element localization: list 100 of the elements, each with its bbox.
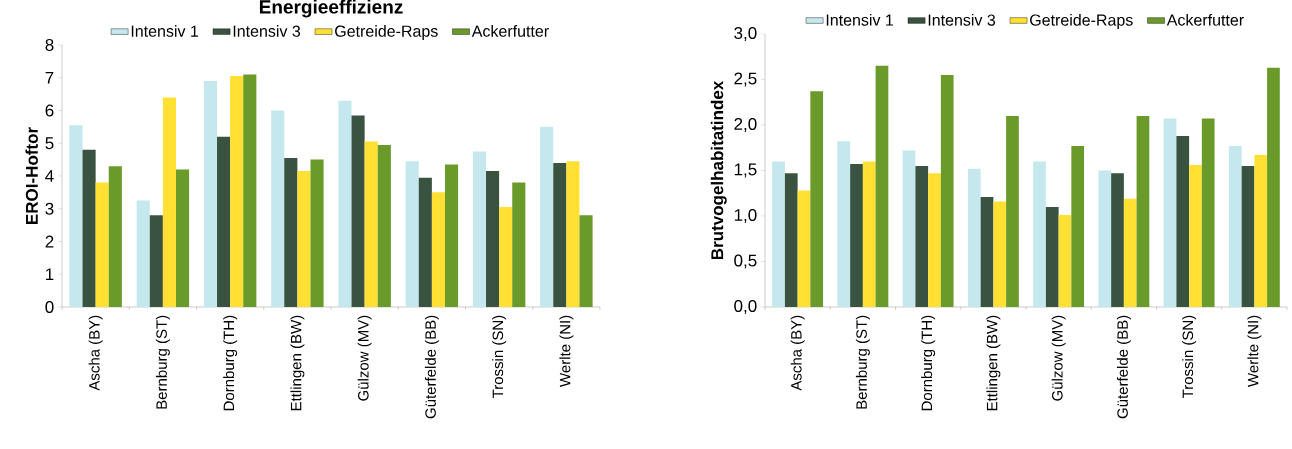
bar: [444, 164, 459, 307]
bar: [82, 149, 96, 307]
y-tick-label: 0: [45, 300, 54, 314]
bar: [1058, 215, 1072, 307]
bar: [1136, 115, 1150, 307]
bar: [1163, 118, 1177, 307]
y-tick-label: 6: [45, 104, 54, 117]
bar: [1045, 206, 1059, 307]
bar: [69, 125, 83, 307]
bar: [1111, 173, 1124, 307]
x-tick-label: Bernburg (ST): [155, 315, 170, 409]
bar: [1189, 165, 1202, 307]
x-tick-label: Güterfelde (BB): [424, 315, 439, 419]
y-tick-label: 0,0: [734, 299, 757, 315]
bar: [928, 173, 941, 307]
bar: [1267, 67, 1280, 307]
bar: [940, 74, 954, 307]
x-tick-label: Dornburg (TH): [223, 315, 238, 411]
x-tick-label: Ascha (BY): [790, 315, 805, 391]
y-tick-label: 1: [46, 268, 54, 281]
bar: [1176, 135, 1190, 307]
bar: [284, 157, 298, 307]
y-tick-label: 0,5: [734, 254, 757, 269]
bar: [217, 136, 231, 307]
y-tick-label: 1,5: [734, 163, 757, 178]
bar: [1006, 115, 1019, 307]
bar: [1241, 165, 1255, 307]
y-tick-label: 3,0: [734, 26, 757, 42]
bar: [95, 182, 109, 307]
bar: [351, 115, 365, 307]
bar: [553, 162, 567, 307]
y-axis-title: EROI-Hoftor: [25, 127, 38, 224]
bar: [993, 201, 1007, 307]
y-tick-label: 8: [45, 38, 54, 52]
x-tick-label: Ettlingen (BW): [986, 315, 1001, 411]
bar: [405, 161, 419, 307]
bar: [915, 165, 929, 307]
x-tick-label: Trossin (SN): [1182, 315, 1197, 399]
bar: [902, 150, 916, 307]
chart-title: Energieeffizienz: [259, 0, 403, 18]
bar: [1071, 145, 1085, 307]
x-tick-label: Trossin (SN): [492, 315, 507, 399]
bar: [772, 161, 785, 307]
bar: [271, 110, 285, 307]
legend-label: Intensiv 1: [131, 25, 199, 37]
bar: [203, 81, 218, 307]
bar: [162, 97, 176, 307]
bar: [243, 74, 257, 307]
y-tick-label: 4: [45, 170, 54, 182]
bar: [862, 161, 876, 307]
y-tick-label: 1,0: [734, 208, 757, 224]
legend-label: Intensiv 3: [233, 25, 301, 37]
bar: [1201, 118, 1215, 307]
bar: [377, 144, 391, 307]
x-tick-label: Güterfelde (BB): [1116, 315, 1131, 419]
bar: [297, 171, 311, 307]
bar: [431, 192, 445, 307]
bar: [784, 173, 798, 307]
legend-label: Intensiv 3: [928, 13, 996, 26]
legend-label: Ackerfutter: [471, 25, 549, 37]
bar: [364, 141, 378, 307]
y-tick-label: 2,0: [734, 117, 757, 133]
x-tick-label: Werlte (NI): [559, 315, 574, 387]
x-tick-label: Ettlingen (BW): [290, 315, 305, 411]
bar: [472, 151, 487, 307]
x-tick-label: Bernburg (ST): [855, 315, 870, 409]
bar: [837, 141, 851, 307]
y-tick-label: 5: [45, 137, 54, 150]
bar: [810, 91, 824, 307]
y-tick-label: 2: [45, 235, 54, 248]
legend-label: Getreide-Raps: [335, 25, 438, 40]
bar: [499, 207, 513, 307]
bar: [1123, 198, 1137, 307]
legend-label: Intensiv 1: [826, 13, 894, 26]
bar: [980, 196, 994, 307]
y-axis-title: Brutvogelhabitatindex: [710, 80, 727, 260]
bar: [797, 190, 811, 307]
bar: [850, 164, 863, 307]
y-tick-label: 3: [45, 202, 54, 215]
bar: [566, 161, 580, 307]
x-tick-label: Gülzow (MV): [357, 315, 372, 401]
bar: [875, 65, 889, 307]
bar: [338, 100, 352, 307]
bar: [579, 215, 593, 307]
x-tick-label: Gülzow (MV): [1051, 315, 1066, 401]
bar: [967, 168, 981, 307]
x-tick-label: Ascha (BY): [88, 315, 103, 391]
legend-label: Getreide-Raps: [1030, 13, 1133, 29]
bar: [1098, 170, 1112, 307]
bar: [136, 200, 150, 307]
y-tick-label: 7: [45, 71, 54, 84]
bar: [176, 169, 190, 307]
bar: [540, 126, 554, 307]
bar: [418, 177, 432, 307]
x-tick-label: Dornburg (TH): [921, 315, 936, 411]
bar: [108, 166, 122, 307]
y-tick-label: 2,5: [734, 72, 757, 87]
bar: [512, 182, 526, 307]
bar: [310, 159, 324, 307]
bar: [486, 171, 500, 307]
